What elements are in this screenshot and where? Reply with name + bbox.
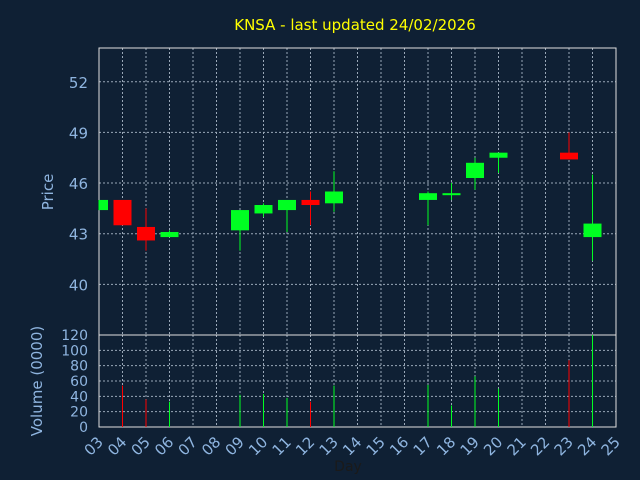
candle-body-24 xyxy=(583,223,602,238)
candle-body-23 xyxy=(560,152,578,160)
x-tick-label: 05 xyxy=(128,433,154,459)
x-tick-label: 20 xyxy=(480,433,506,459)
candle-body-03 xyxy=(99,199,108,211)
candle-body-10 xyxy=(254,205,273,214)
price-tick-label: 52 xyxy=(69,74,88,92)
x-tick-label: 12 xyxy=(292,433,318,459)
x-tick-label: 10 xyxy=(245,433,271,459)
price-axis-label: Price xyxy=(39,174,57,211)
candle-body-04 xyxy=(113,199,132,226)
x-tick-label: 16 xyxy=(386,433,412,459)
x-tick-label: 22 xyxy=(527,433,553,459)
volume-tick-label: 100 xyxy=(61,343,88,359)
candle-body-19 xyxy=(466,162,484,178)
x-tick-label: 06 xyxy=(151,433,177,459)
volume-tick-label: 80 xyxy=(70,359,88,375)
price-tick-label: 40 xyxy=(69,276,88,294)
x-tick-label: 24 xyxy=(574,433,600,459)
price-tick-label: 49 xyxy=(69,124,88,142)
x-tick-label: 07 xyxy=(175,433,201,459)
x-tick-label: 18 xyxy=(433,433,459,459)
x-axis-label: Day xyxy=(334,459,362,475)
candle-body-18 xyxy=(442,193,461,196)
candle-body-05 xyxy=(137,226,155,241)
price-plot-frame xyxy=(98,47,617,336)
x-tick-label: 19 xyxy=(457,433,483,459)
candle-body-09 xyxy=(231,210,249,231)
candle-body-06 xyxy=(160,232,179,238)
volume-tick-label: 40 xyxy=(70,389,88,405)
x-tick-label: 03 xyxy=(81,433,107,459)
x-tick-label: 17 xyxy=(410,433,436,459)
candle-body-13 xyxy=(325,191,343,204)
x-tick-label: 09 xyxy=(222,433,248,459)
candle-body-17 xyxy=(419,193,437,200)
price-panel: 40 43 46 49 52 xyxy=(69,47,617,336)
x-tick-label: 25 xyxy=(598,433,624,459)
x-tick-label: 23 xyxy=(551,433,577,459)
chart-title: KNSA - last updated 24/02/2026 xyxy=(234,16,476,34)
volume-axis-label: Volume (0000) xyxy=(28,326,46,436)
price-tick-label: 43 xyxy=(69,226,88,244)
x-tick-label: 14 xyxy=(339,433,365,459)
x-tick-label: 04 xyxy=(104,433,130,459)
candle-body-11 xyxy=(278,199,296,211)
candle-body-20 xyxy=(489,152,508,158)
x-tick-label: 11 xyxy=(269,433,295,459)
volume-plot-frame xyxy=(98,334,617,428)
x-tick-labels: 0304050607080910111213141516171819202122… xyxy=(81,433,624,459)
x-tick-label: 08 xyxy=(198,433,224,459)
x-tick-label: 21 xyxy=(504,433,530,459)
x-tick-label: 13 xyxy=(316,433,342,459)
volume-tick-label: 60 xyxy=(70,374,88,390)
volume-tick-label: 120 xyxy=(61,328,88,344)
candle-body-12 xyxy=(301,199,320,206)
volume-tick-label: 20 xyxy=(70,405,88,421)
x-tick-label: 15 xyxy=(363,433,389,459)
volume-tick-label: 0 xyxy=(79,420,88,436)
price-tick-label: 46 xyxy=(69,175,88,193)
